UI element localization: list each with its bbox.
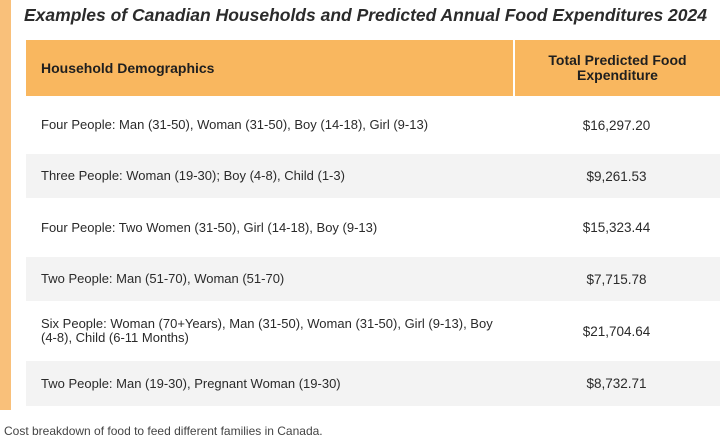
accent-bar: [0, 0, 11, 410]
food-expenditure: $15,323.44: [582, 220, 651, 235]
table-row: Six People: Woman (70+Years), Man (31-50…: [26, 301, 720, 361]
table-row: Two People: Man (51-70), Woman (51-70) $…: [26, 257, 720, 301]
table-row: Two People: Man (19-30), Pregnant Woman …: [26, 361, 720, 406]
household-demographics: Six People: Woman (70+Years), Man (31-50…: [41, 316, 493, 345]
header-expenditure: Total Predicted Food Expenditure: [513, 40, 720, 96]
food-expenditure: $7,715.78: [586, 271, 647, 287]
household-demographics: Three People: Woman (19-30); Boy (4-8), …: [41, 168, 345, 183]
table-row: Three People: Woman (19-30); Boy (4-8), …: [26, 154, 720, 198]
household-demographics: Four People: Two Women (31-50), Girl (14…: [41, 219, 378, 235]
food-expenditure: $9,261.53: [586, 168, 647, 184]
infographic-figure: Examples of Canadian Households and Pred…: [0, 0, 720, 410]
table-header-row: Household Demographics Total Predicted F…: [26, 40, 720, 96]
figure-caption: Cost breakdown of food to feed different…: [4, 424, 323, 438]
food-expenditure: $16,297.20: [582, 117, 651, 133]
household-demographics: Two People: Man (51-70), Woman (51-70): [41, 271, 285, 286]
food-expenditure: $21,704.64: [582, 323, 651, 339]
table-row: Four People: Two Women (31-50), Girl (14…: [26, 198, 720, 257]
header-expenditure-line1: Total Predicted Food: [548, 52, 687, 68]
figure-title: Examples of Canadian Households and Pred…: [24, 5, 707, 25]
household-demographics: Four People: Man (31-50), Woman (31-50),…: [41, 117, 429, 132]
expenditure-table: Household Demographics Total Predicted F…: [26, 40, 720, 406]
header-expenditure-line2: Expenditure: [577, 67, 658, 83]
food-expenditure: $8,732.71: [586, 376, 647, 391]
table-row: Four People: Man (31-50), Woman (31-50),…: [26, 96, 720, 154]
household-demographics: Two People: Man (19-30), Pregnant Woman …: [41, 375, 341, 391]
header-demographics: Household Demographics: [41, 60, 215, 76]
